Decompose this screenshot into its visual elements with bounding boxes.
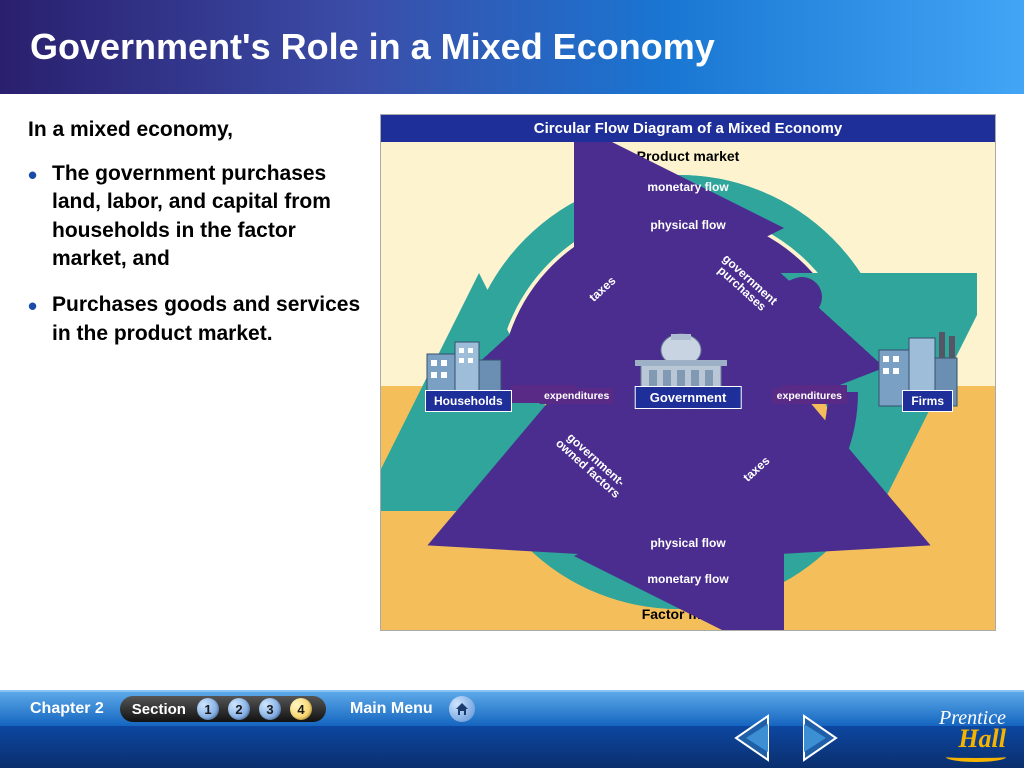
slide-header: Government's Role in a Mixed Economy <box>0 0 1024 94</box>
slide-title: Government's Role in a Mixed Economy <box>30 26 715 68</box>
section-label: Section <box>132 701 186 718</box>
diagram-column: Circular Flow Diagram of a Mixed Economy… <box>380 94 1024 690</box>
home-button[interactable] <box>449 696 475 722</box>
diagram-title: Circular Flow Diagram of a Mixed Economy <box>381 115 995 142</box>
bullet-list: The government purchases land, labor, an… <box>28 160 364 348</box>
page-button-4[interactable]: 4 <box>290 698 312 720</box>
bullet-item: Purchases goods and services in the prod… <box>28 291 364 348</box>
main-menu-label: Main Menu <box>350 700 433 718</box>
monetary-flow-top: monetary flow <box>647 180 728 194</box>
home-icon <box>455 702 469 716</box>
diagram-body: Product market Factor market <box>381 142 995 630</box>
nav-arrows <box>728 710 844 766</box>
physical-flow-bottom: physical flow <box>650 536 725 550</box>
physical-flow-top: physical flow <box>650 218 725 232</box>
lead-text: In a mixed economy, <box>28 118 364 142</box>
firms-label: Firms <box>902 390 953 412</box>
bullet-item: The government purchases land, labor, an… <box>28 160 364 273</box>
publisher-brand: Prentice Hall <box>939 707 1006 762</box>
slide-footer: Chapter 2 Section 1 2 3 4 Main Menu Pren… <box>0 690 1024 768</box>
chapter-label: Chapter 2 <box>30 700 104 718</box>
households-label: Households <box>425 390 512 412</box>
footer-bar: Chapter 2 Section 1 2 3 4 Main Menu <box>0 690 1024 726</box>
page-button-1[interactable]: 1 <box>197 698 219 720</box>
page-button-2[interactable]: 2 <box>228 698 250 720</box>
text-column: In a mixed economy, The government purch… <box>0 94 380 690</box>
page-button-3[interactable]: 3 <box>259 698 281 720</box>
expenditures-left: expenditures <box>539 388 614 404</box>
footer-bottom <box>0 726 1024 768</box>
expenditures-right: expenditures <box>772 388 847 404</box>
next-button[interactable] <box>792 710 844 766</box>
circular-flow-diagram: Circular Flow Diagram of a Mixed Economy… <box>380 114 996 631</box>
government-label: Government <box>635 386 742 409</box>
monetary-flow-bottom: monetary flow <box>647 572 728 586</box>
slide-content: In a mixed economy, The government purch… <box>0 94 1024 690</box>
section-nav: Section 1 2 3 4 <box>120 696 326 722</box>
prev-button[interactable] <box>728 710 780 766</box>
